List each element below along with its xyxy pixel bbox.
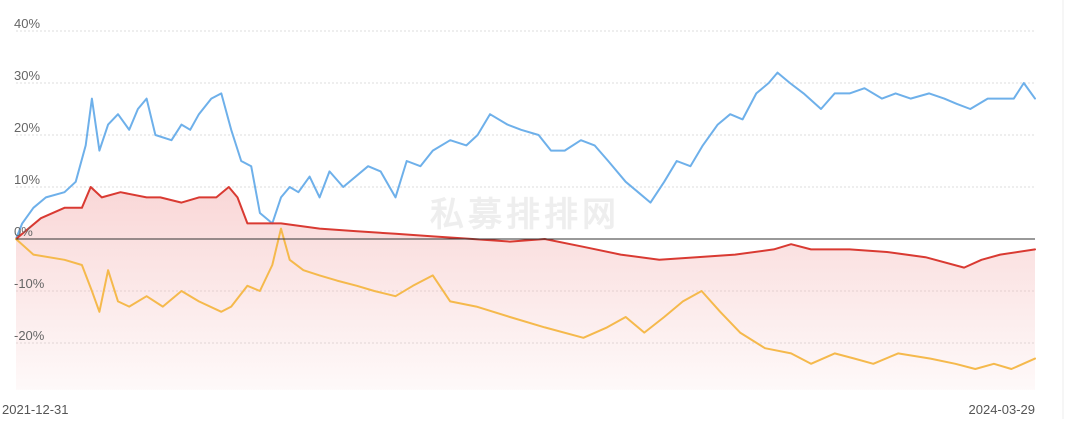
y-tick-label: 30% [14,68,40,83]
y-tick-label: -10% [14,276,45,291]
y-tick-label: -20% [14,328,45,343]
series-line-2 [15,186,1036,269]
fill-layer [16,187,1035,390]
x-tick-label: 2021-12-31 [2,402,69,417]
watermark: 私募排排网 [430,196,620,234]
series-area-2 [16,187,1035,390]
x-tick-label: 2024-03-29 [969,402,1036,417]
series-layer [15,71,1036,370]
y-tick-label: 40% [14,16,40,31]
y-tick-label: 10% [14,172,40,187]
y-tick-label: 0% [14,224,33,239]
series-line-1 [15,71,1036,240]
axis-layer: 40% 30% 20% 10% 0% -10% -20% 2021-12-31 2024-03-… [2,0,1064,419]
series-line-3 [15,227,1036,370]
y-tick-label: 20% [14,120,40,135]
